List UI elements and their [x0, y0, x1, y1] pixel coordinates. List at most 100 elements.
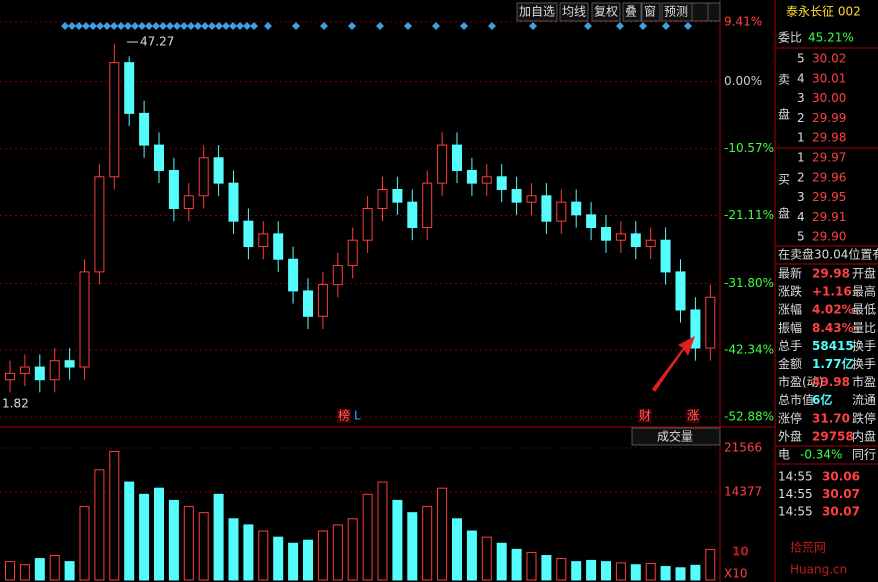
tick-price: 30.07	[822, 487, 860, 501]
event-marker	[103, 22, 111, 30]
sell-level: 1	[797, 131, 805, 145]
volume-tick-label: 21566	[724, 441, 762, 455]
stat-value: +1.16	[812, 285, 852, 299]
toolbar-label[interactable]: 窗	[644, 5, 656, 19]
stat-value: 49.98	[812, 375, 850, 389]
toolbar-button[interactable]	[691, 2, 709, 22]
event-marker	[460, 22, 468, 30]
volume-bar	[154, 487, 164, 581]
candle-body	[19, 366, 30, 374]
stat-label: 涨跌	[778, 284, 802, 299]
candle-body	[243, 220, 254, 248]
candle-body	[5, 372, 15, 381]
volume-bar	[452, 518, 462, 581]
y-tick-label: -52.88%	[724, 410, 774, 424]
buy-level: 2	[797, 170, 805, 184]
candle-body	[615, 233, 626, 241]
buy-level: 1	[797, 151, 805, 165]
candle-body	[481, 176, 492, 184]
candle-body	[556, 201, 567, 222]
volume-dropdown[interactable]	[631, 427, 721, 446]
toolbar-button[interactable]	[591, 2, 621, 22]
volume-bar	[541, 555, 552, 581]
candle-body	[168, 169, 179, 209]
candle-body	[273, 233, 284, 260]
volume-bar	[347, 518, 358, 581]
event-marker	[236, 22, 244, 30]
candle-body	[362, 207, 373, 241]
toolbar-label[interactable]: 叠	[625, 5, 637, 19]
event-marker	[320, 22, 328, 30]
stat-value: 6亿	[812, 392, 832, 407]
sell-price: 30.02	[812, 52, 846, 66]
candle-body	[407, 201, 418, 229]
wb-label: 委比	[778, 31, 802, 45]
toolbar-button[interactable]	[622, 2, 642, 22]
y-tick-label: -10.57%	[724, 141, 774, 155]
stat-value: 29758	[812, 429, 854, 443]
volume-bar	[601, 561, 611, 581]
side-label: 盘	[778, 107, 790, 122]
candle-body	[198, 157, 209, 197]
candle-body	[303, 290, 313, 317]
y-tick-label: -31.80%	[724, 276, 774, 290]
candle-body	[511, 188, 522, 203]
toolbar-label[interactable]: 加自选	[519, 5, 555, 19]
volume-bar	[94, 469, 105, 581]
buy-price: 29.97	[812, 151, 846, 165]
sell-price: 30.01	[812, 71, 846, 85]
toolbar-label[interactable]: 均线	[562, 5, 586, 19]
arrow	[652, 336, 695, 392]
badge-label: 财	[639, 409, 651, 423]
event-marker	[432, 22, 440, 30]
toolbar-button[interactable]	[707, 2, 721, 22]
candle-body	[705, 296, 716, 349]
stat-label: 跌停	[852, 410, 876, 425]
watermark: 拾荒网	[790, 540, 826, 555]
event-marker	[243, 22, 251, 30]
max-label: 47.27	[140, 35, 174, 49]
event-marker	[145, 22, 153, 30]
toolbar-label[interactable]: 预测	[664, 5, 688, 19]
stat-label: 外盘	[778, 428, 802, 443]
volume-bar	[362, 493, 373, 581]
stat-value: 29.98	[812, 267, 850, 281]
volume-bar	[660, 566, 671, 581]
volume-bar	[273, 536, 284, 581]
volume-bar	[556, 558, 567, 581]
volume-bar	[571, 561, 582, 581]
toolbar-button[interactable]	[641, 2, 661, 22]
badge	[337, 409, 351, 423]
volume-bar	[64, 561, 75, 581]
event-marker	[662, 22, 670, 30]
volume-bar	[496, 542, 507, 581]
candle-body	[183, 195, 194, 209]
tick-time: 14:55	[778, 487, 813, 501]
event-marker	[250, 22, 258, 30]
candle-body	[317, 284, 328, 317]
event-marker	[138, 22, 146, 30]
volume-bar	[19, 564, 30, 581]
event-marker	[264, 22, 272, 30]
min-label: 1.82	[2, 397, 29, 411]
toolbar-label[interactable]: 复权	[594, 5, 618, 19]
event-marker	[82, 22, 90, 30]
event-marker	[68, 22, 76, 30]
buy-level: 4	[797, 210, 805, 224]
event-marker	[152, 22, 160, 30]
event-marker	[166, 22, 174, 30]
volume-bar	[511, 548, 522, 581]
event-marker	[173, 22, 181, 30]
toolbar-button[interactable]	[516, 2, 558, 22]
candle-body	[452, 144, 462, 171]
event-marker	[208, 22, 216, 30]
volume-label[interactable]: 成交量	[657, 429, 693, 444]
toolbar-button[interactable]	[559, 2, 589, 22]
event-marker	[584, 22, 592, 30]
volume-bar	[109, 450, 120, 581]
candle-body	[645, 239, 656, 248]
buy-level: 3	[797, 190, 805, 204]
candle-body	[258, 233, 269, 248]
stat-label: 金额	[778, 356, 802, 371]
